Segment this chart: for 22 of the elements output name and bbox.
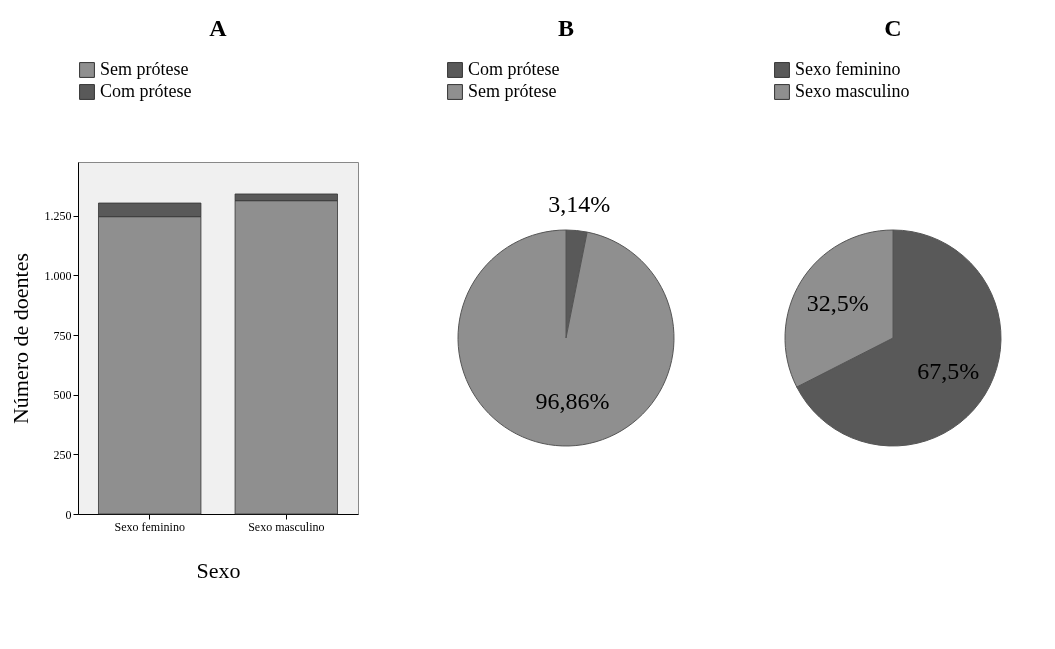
y-tick-label: 1.000 bbox=[44, 268, 72, 283]
legend-label: Sem prótese bbox=[100, 59, 189, 79]
pie-slice bbox=[457, 229, 675, 447]
y-tick-label: 250 bbox=[53, 447, 72, 462]
data-label: 67,5% bbox=[917, 357, 980, 384]
y-tick-label: 0 bbox=[65, 507, 72, 522]
legend-label: Sexo feminino bbox=[795, 59, 901, 79]
y-tick-label: 1.250 bbox=[44, 209, 72, 224]
legend-label: Com prótese bbox=[468, 59, 560, 79]
y-tick-label: 500 bbox=[53, 388, 72, 403]
legend-label: Sem prótese bbox=[468, 81, 557, 101]
legend-label: Com prótese bbox=[100, 81, 192, 101]
chart-title: C bbox=[884, 15, 902, 41]
data-label: 96,86% bbox=[535, 388, 610, 415]
data-label: 32,5% bbox=[806, 290, 869, 317]
chart-title: A bbox=[209, 15, 228, 41]
y-axis-title: Número de doentes bbox=[7, 252, 33, 425]
legend-label: Sexo masculino bbox=[795, 81, 910, 101]
y-tick-label: 750 bbox=[53, 328, 72, 343]
chart-title: B bbox=[557, 15, 575, 41]
x-axis-title: Sexo bbox=[196, 557, 241, 583]
data-label: 3,14% bbox=[548, 190, 611, 217]
